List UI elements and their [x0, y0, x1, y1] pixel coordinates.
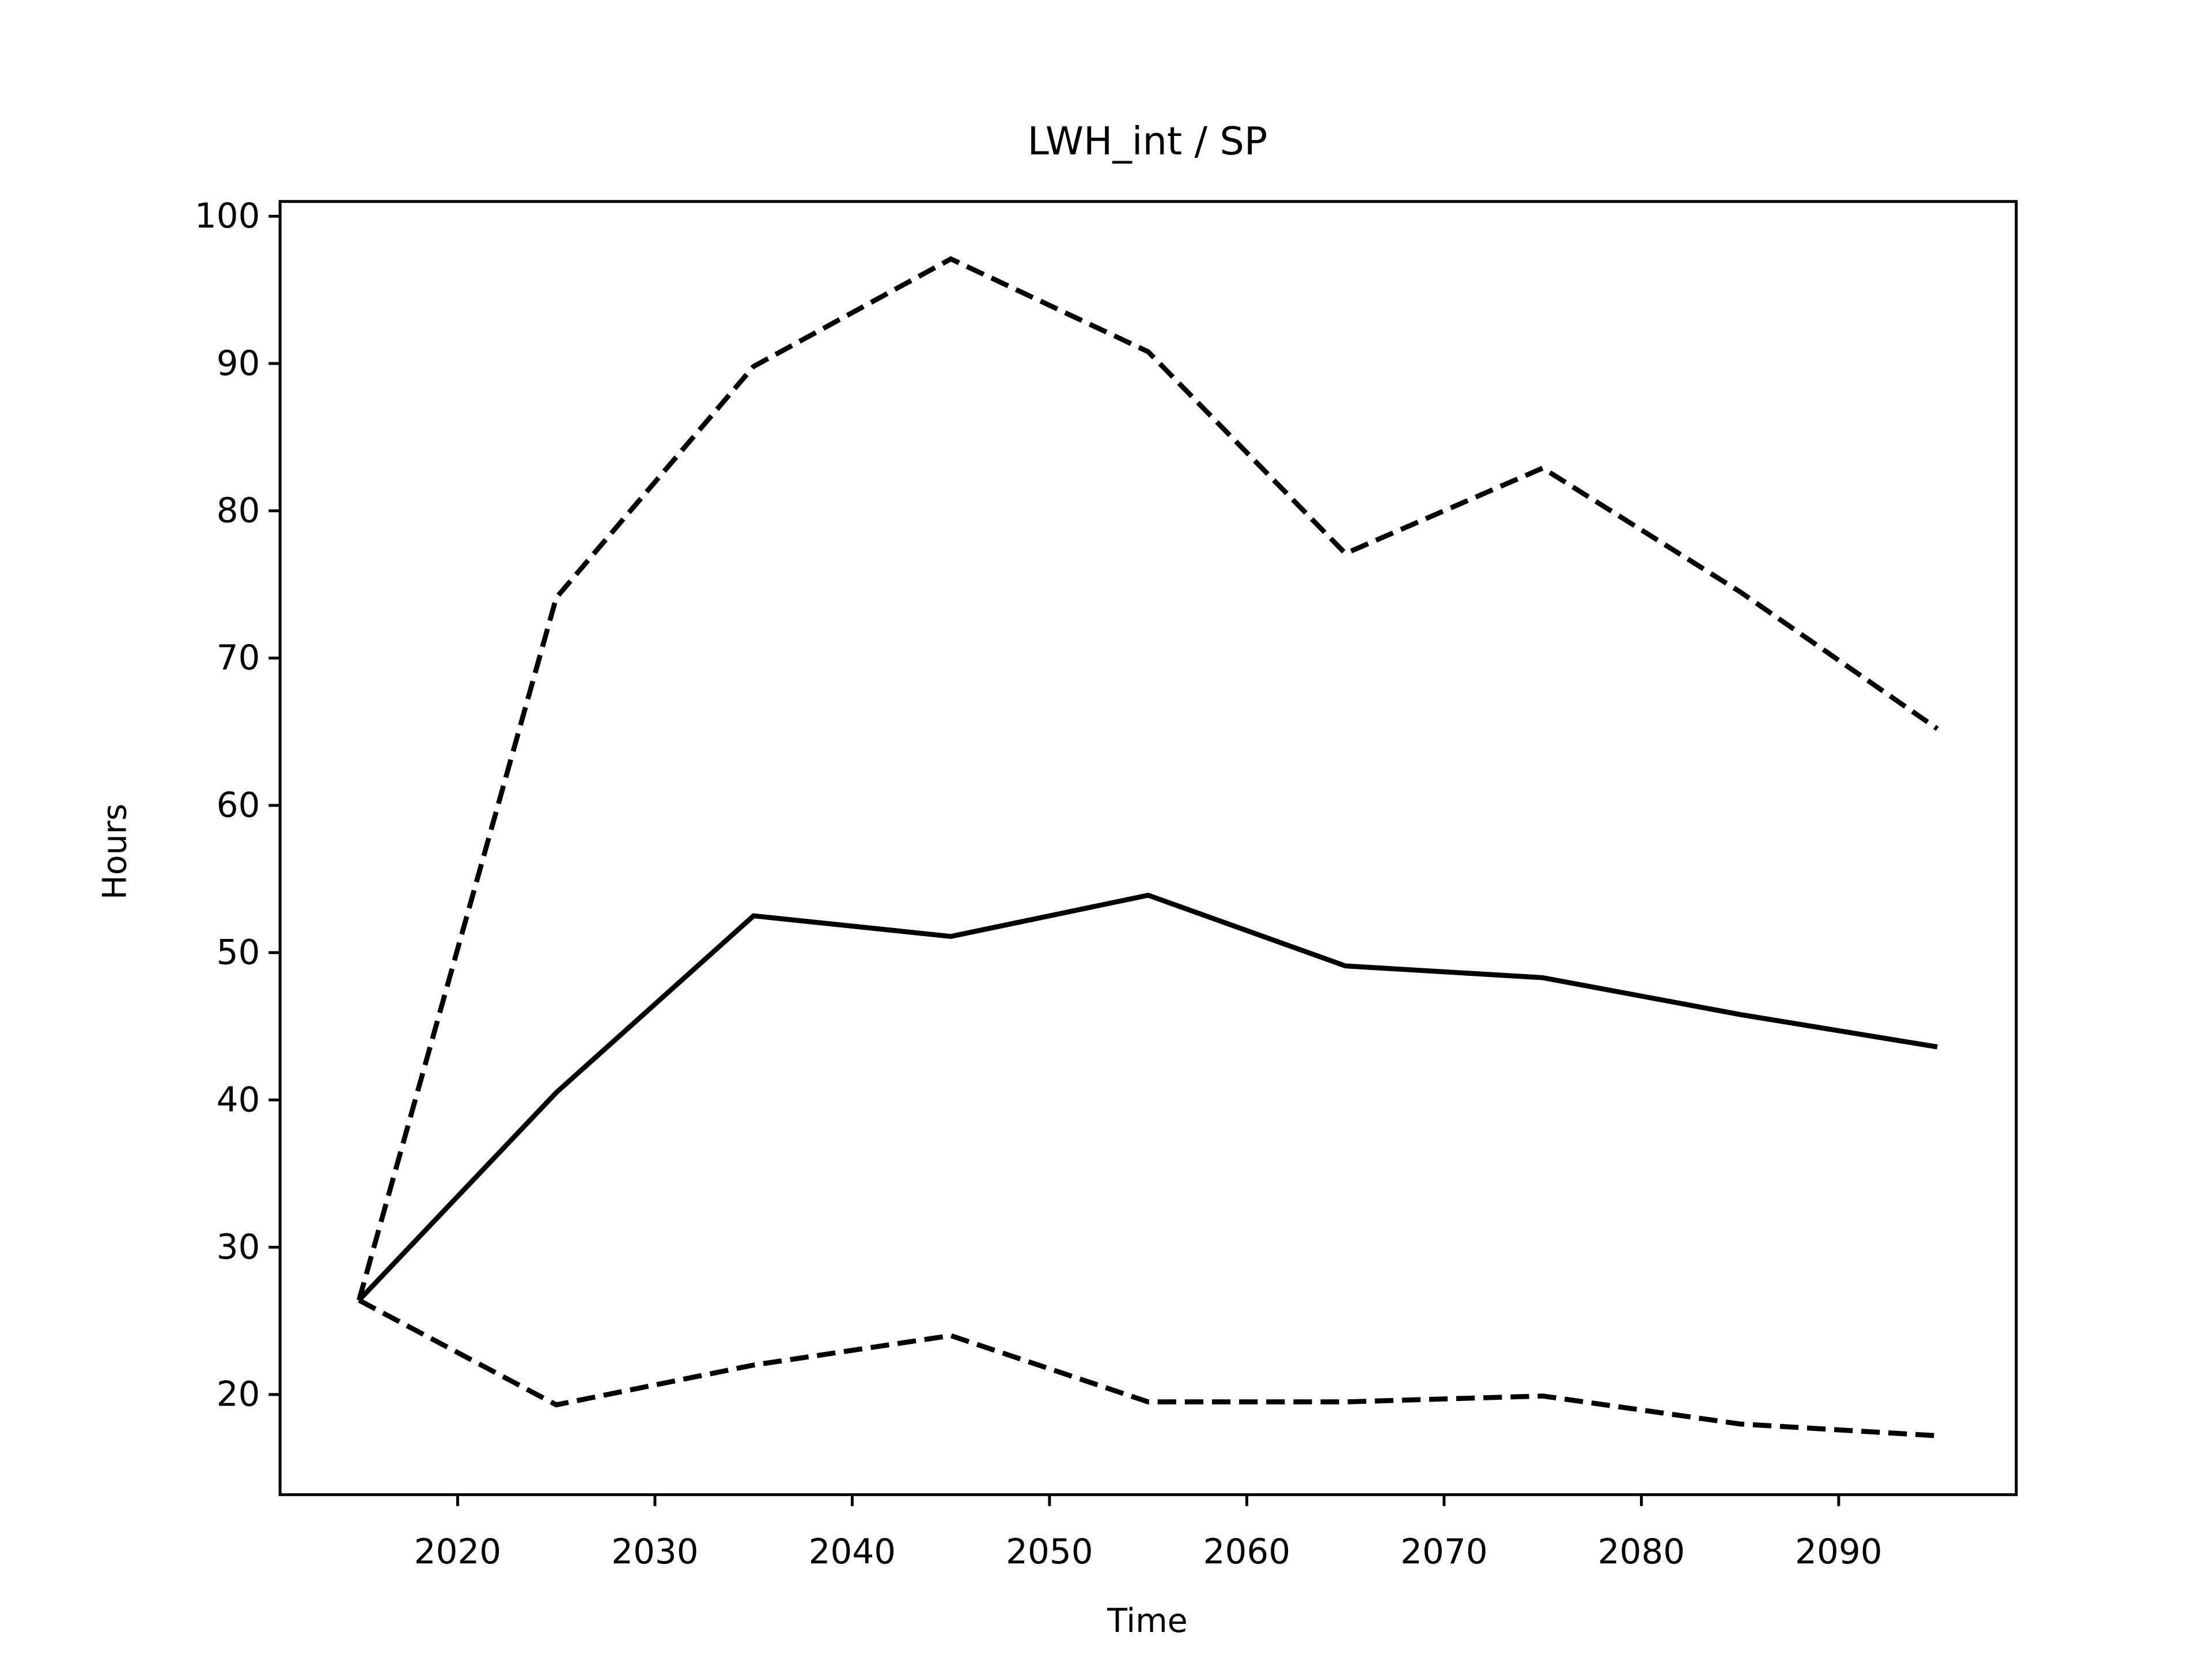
series-line — [357, 892, 1938, 1302]
y-tick-label: 60 — [217, 786, 260, 825]
y-tick-label: 70 — [217, 638, 260, 678]
x-axis-label: Time — [1107, 1602, 1188, 1640]
y-tick-label: 40 — [217, 1080, 260, 1120]
chart-title: LWH_int / SP — [1028, 119, 1268, 164]
y-tick-label: 80 — [217, 491, 260, 531]
x-tick-label: 2020 — [414, 1532, 501, 1572]
x-tick-label: 2060 — [1203, 1532, 1290, 1572]
y-tick-label: 20 — [217, 1375, 260, 1415]
x-tick-label: 2040 — [809, 1532, 896, 1572]
y-tick-label: 30 — [217, 1228, 260, 1267]
y-tick-label: 90 — [217, 344, 260, 384]
x-tick-label: 2030 — [611, 1532, 698, 1572]
y-tick-label: 100 — [195, 196, 260, 236]
series-line — [357, 256, 1939, 1301]
plot-frame — [278, 200, 2018, 1497]
x-tick-label: 2050 — [1006, 1532, 1093, 1572]
series-line — [358, 1298, 1938, 1438]
y-tick-label: 50 — [217, 933, 260, 973]
x-tick-label: 2080 — [1598, 1532, 1685, 1572]
x-tick-label: 2090 — [1795, 1532, 1882, 1572]
x-tick-label: 2070 — [1400, 1532, 1487, 1572]
y-axis-label: Hours — [96, 804, 134, 900]
